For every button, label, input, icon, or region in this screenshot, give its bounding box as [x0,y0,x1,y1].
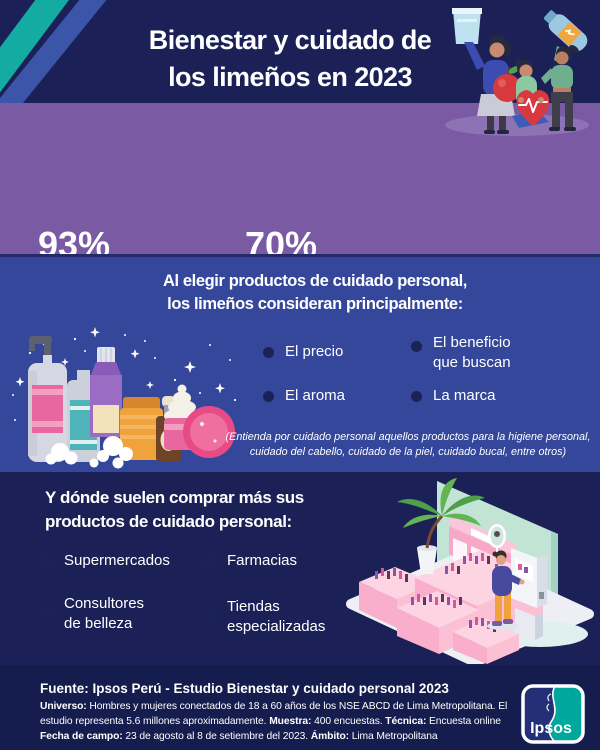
personal-care-definition-note: (Entienda por cuidado personal aquellos … [225,431,591,458]
purchase-item-supermarkets: Supermercados [42,551,170,571]
header-section: Bienestar y cuidado de los limeños en 20… [0,0,600,136]
consideration-item-aroma: El aroma [263,386,345,406]
ipsos-logo: Ipsos [521,684,585,744]
amber-jar-illustration [120,397,163,460]
bullet-icon [42,556,53,567]
soap-bubbles [45,436,133,469]
bullet-icon [411,391,422,402]
consideration-item-brand: La marca [411,386,496,406]
universe-line: Universo: Hombres y mujeres conectados d… [40,701,508,712]
pink-compact-illustration [183,406,235,458]
footer-section [0,665,600,750]
shopper-person [487,550,525,630]
pump-bottle-illustration [28,336,67,462]
bullet-icon [263,347,274,358]
palm-plant [397,478,485,574]
cosmetics-store-illustration [346,478,594,664]
purple-bottle-illustration [90,347,122,437]
bullet-icon [42,607,53,618]
choice-heading: Al elegir productos de cuidado personal,… [163,272,467,313]
consideration-item-price: El precio [263,342,343,362]
purchase-item-beauty-consultants: Consultores de belleza [42,594,144,634]
bullet-icon [263,391,274,402]
purchase-item-specialty-stores: Tiendas especializadas [205,597,325,637]
purchase-item-pharmacies: Farmacias [205,551,297,571]
bullet-icon [205,610,216,621]
purchase-heading: Y dónde suelen comprar más sus productos… [45,488,304,531]
source-line: Fuente: Ipsos Perú - Estudio Bienestar y… [40,681,449,696]
fieldwork-line: Fecha de campo: 23 de agosto al 8 de set… [40,731,438,743]
kiosk [511,548,547,640]
page-title: Bienestar y cuidado de los limeños en 20… [148,25,432,92]
healthy-people-illustration [445,8,589,136]
ipsos-logo-text: Ipsos [530,720,572,737]
footer-text: Fuente: Ipsos Perú - Estudio Bienestar y… [40,680,507,745]
cosmetic-products-illustration [12,327,237,469]
consideration-item-benefit: El beneficio que buscan [411,333,511,373]
bullet-icon [411,341,422,352]
sample-technique-line: estudio representa 5.6 millones aproxima… [40,716,501,728]
bullet-icon [205,556,216,567]
